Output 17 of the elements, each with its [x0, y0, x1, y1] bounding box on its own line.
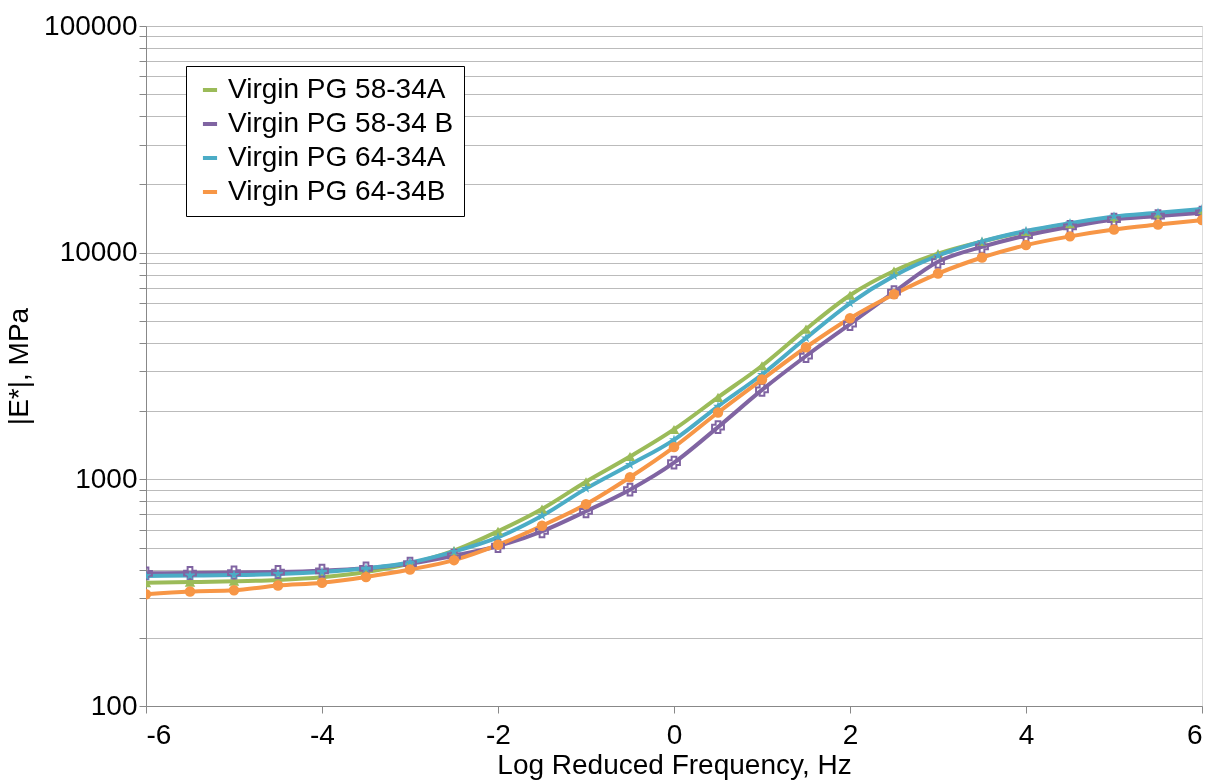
x-tick-label: 0 [666, 718, 683, 750]
legend-label: Virgin PG 64-34B [228, 175, 446, 206]
x-tick-label: -2 [486, 718, 511, 750]
y-tick-label: 100000 [44, 9, 138, 41]
x-tick-label: 2 [842, 718, 859, 750]
x-tick-label: 4 [1018, 718, 1035, 750]
y-tick-label: 10000 [59, 236, 138, 268]
x-axis-title: Log Reduced Frequency, Hz [497, 748, 852, 780]
y-axis-title: |E*|, MPa [3, 307, 35, 426]
y-tick-label: 100 [90, 689, 138, 721]
legend-label: Virgin PG 58-34A [228, 73, 446, 104]
legend-label: Virgin PG 64-34A [228, 141, 446, 172]
x-tick-label: -6 [146, 718, 172, 750]
y-tick-label: 1000 [75, 462, 138, 494]
legend-label: Virgin PG 58-34 B [228, 107, 454, 138]
x-tick-label: -4 [310, 718, 335, 750]
x-tick-label: 6 [1186, 718, 1203, 750]
